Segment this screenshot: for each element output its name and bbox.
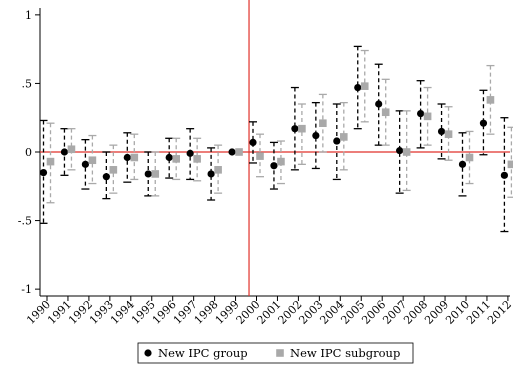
data-point bbox=[235, 148, 243, 156]
data-point bbox=[144, 170, 152, 178]
data-point bbox=[312, 131, 320, 140]
data-point bbox=[402, 148, 411, 156]
x-tick-label: 2012 bbox=[485, 298, 513, 327]
data-point bbox=[88, 156, 97, 165]
data-point bbox=[165, 153, 173, 162]
series-subgroup bbox=[46, 49, 513, 204]
data-point bbox=[193, 155, 201, 163]
data-point bbox=[354, 83, 362, 92]
legend-box bbox=[137, 342, 414, 364]
plot-area: 1.50-.5-11990199119921993199419951996199… bbox=[18, 0, 513, 327]
data-point bbox=[46, 157, 55, 166]
legend-marker-circle bbox=[144, 349, 152, 357]
data-point bbox=[458, 160, 467, 168]
data-point bbox=[60, 148, 69, 156]
y-tick-label: 0 bbox=[25, 146, 32, 159]
legend-label: New IPC subgroup bbox=[290, 346, 400, 360]
legend-marker-square bbox=[276, 349, 284, 357]
data-point bbox=[249, 138, 257, 146]
data-point bbox=[214, 166, 222, 174]
legend: New IPC group New IPC subgroup bbox=[137, 342, 414, 364]
data-point bbox=[465, 153, 474, 162]
data-point bbox=[333, 137, 341, 145]
data-point bbox=[298, 124, 306, 133]
data-point bbox=[381, 108, 390, 117]
data-point bbox=[228, 148, 236, 156]
data-point bbox=[479, 119, 488, 127]
data-point bbox=[444, 130, 453, 138]
data-point bbox=[291, 125, 299, 133]
legend-label: New IPC group bbox=[158, 346, 248, 360]
y-tick-label: -1 bbox=[21, 283, 32, 296]
data-point bbox=[81, 160, 89, 168]
data-point bbox=[67, 145, 76, 154]
data-point bbox=[207, 170, 215, 178]
data-point bbox=[340, 133, 348, 141]
data-point bbox=[375, 100, 383, 108]
data-point bbox=[319, 119, 327, 127]
y-tick-label: -.5 bbox=[18, 215, 32, 228]
data-point bbox=[396, 147, 404, 155]
data-point bbox=[186, 149, 194, 157]
data-point bbox=[500, 171, 508, 179]
data-point bbox=[130, 153, 139, 162]
data-point bbox=[486, 96, 495, 104]
series-group bbox=[39, 45, 509, 233]
data-point bbox=[423, 112, 432, 121]
data-point bbox=[256, 152, 264, 160]
data-point bbox=[270, 162, 278, 170]
y-tick-label: 1 bbox=[25, 9, 32, 22]
data-point bbox=[102, 173, 110, 181]
data-point bbox=[172, 155, 180, 163]
data-point bbox=[277, 157, 285, 166]
data-point bbox=[123, 153, 131, 162]
data-point bbox=[109, 166, 118, 174]
data-point bbox=[39, 168, 48, 177]
data-point bbox=[417, 110, 425, 118]
data-point bbox=[360, 82, 369, 90]
data-point bbox=[437, 127, 446, 136]
data-point bbox=[151, 170, 160, 178]
y-tick-label: .5 bbox=[22, 77, 33, 90]
data-point bbox=[507, 160, 513, 169]
